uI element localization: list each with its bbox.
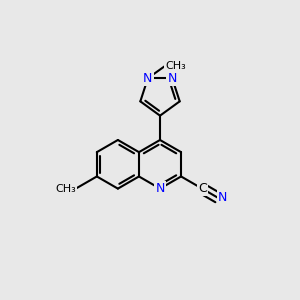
- Text: C: C: [198, 182, 206, 195]
- Text: N: N: [143, 72, 152, 85]
- Text: CH₃: CH₃: [165, 61, 186, 71]
- Text: N: N: [155, 182, 165, 195]
- Text: N: N: [167, 72, 177, 85]
- Text: N: N: [218, 191, 227, 204]
- Text: CH₃: CH₃: [55, 184, 76, 194]
